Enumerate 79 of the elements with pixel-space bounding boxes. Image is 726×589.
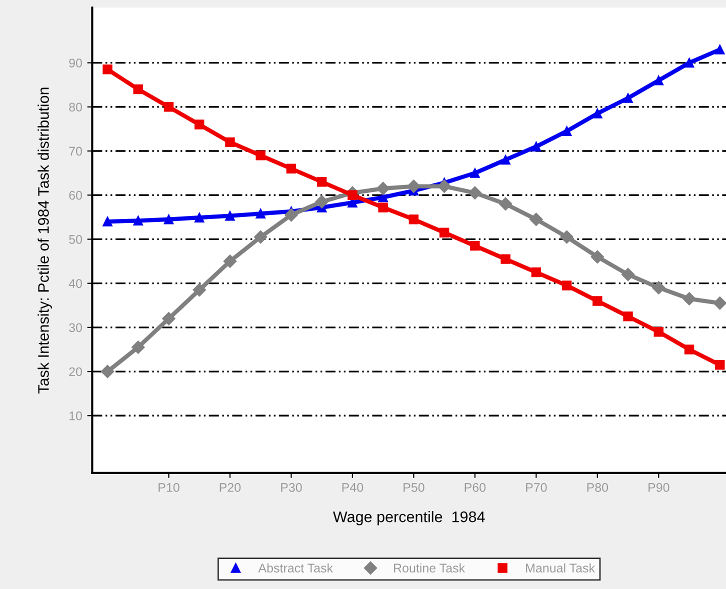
point [348,190,358,200]
y-tick-label: 10 [70,411,82,420]
point [376,182,390,196]
point [684,58,694,68]
point [682,292,696,306]
point [592,296,602,306]
legend-label: Manual Task [526,563,596,572]
point [530,212,543,226]
point [652,281,666,294]
x-tick-label: P70 [526,483,547,492]
point [439,228,450,238]
x-tick-label: P80 [587,483,608,492]
y-tick-label: 80 [69,102,82,112]
point [254,230,268,244]
x-tick-label: P20 [220,483,241,492]
point [284,208,298,222]
point [164,214,174,224]
point [256,208,266,218]
point [132,340,145,354]
point [715,360,725,370]
point [562,126,572,136]
point [590,250,604,264]
x-tick-label: P10 [158,483,180,492]
point [102,64,112,74]
point [192,283,206,297]
point [470,240,480,251]
point [407,180,420,193]
point [133,84,143,94]
point [194,120,204,130]
point [225,210,235,221]
point [102,216,112,226]
point [225,137,235,148]
point [378,202,388,212]
legend-label: Abstract Task [258,563,334,572]
point [531,267,542,278]
x-tick-label: P90 [648,483,670,492]
point [562,280,572,290]
y-tick-label: 40 [68,279,82,288]
point [315,195,328,208]
y-tick-label: 60 [69,190,82,200]
point [500,254,510,264]
point [438,180,451,193]
point [654,326,664,337]
point [684,344,694,354]
point [654,76,664,86]
point [286,164,296,174]
y-tick-label: 70 [69,146,82,156]
point [500,154,510,165]
y-tick-label: 90 [69,58,82,68]
point [256,150,266,160]
point [592,108,602,118]
x-tick-label: P50 [404,483,424,492]
x-axis-title: Wage percentile 1984 [333,511,485,526]
point [470,168,480,178]
point [623,93,633,103]
point [408,214,419,224]
y-tick-label: 50 [69,235,82,244]
y-axis-title: Task Intensity: Pctile of 1984 Task distribution [38,88,52,394]
point [468,186,482,200]
point [316,177,327,187]
point [621,268,635,282]
point [164,102,174,112]
point [498,197,512,211]
y-tick-label: 20 [69,367,82,376]
point [713,296,726,310]
point [531,142,542,152]
point [162,312,176,326]
point [194,212,204,222]
point [560,230,574,244]
point [623,312,633,322]
legend-label: Routine Task [394,563,466,572]
point [715,44,725,54]
x-tick-label: P30 [281,483,302,492]
y-tick-label: 30 [69,323,82,332]
x-tick-label: P40 [342,483,364,492]
point [100,364,114,378]
x-tick-label: P60 [464,483,486,492]
point [223,254,237,268]
point [133,216,143,226]
